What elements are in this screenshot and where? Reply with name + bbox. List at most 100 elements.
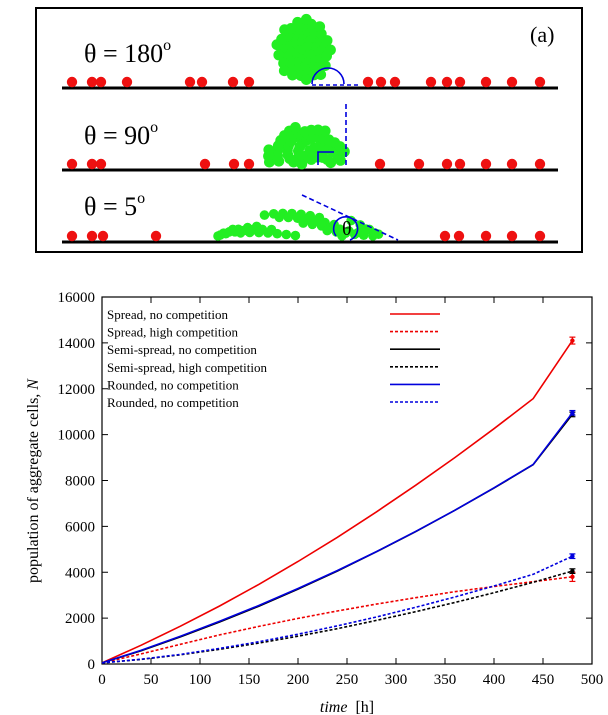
substrate-cell (66, 76, 78, 88)
substrate-cell (95, 158, 107, 170)
x-axis-label: time [h] (320, 699, 374, 715)
substrate-cell (534, 230, 546, 242)
x-tick-label: 0 (98, 672, 106, 688)
substrate-cell (243, 76, 255, 88)
theta-label-degree: o (137, 190, 145, 207)
aggregate-cell (244, 227, 255, 238)
substrate-cell (243, 158, 255, 170)
legend-label: Semi-spread, high competition (107, 360, 267, 375)
aggregate-cell (290, 122, 301, 133)
aggregate-cell (300, 13, 312, 25)
substrate-cell (506, 158, 518, 170)
theta-label-3: θ = 5o (84, 190, 145, 221)
substrate-cell (534, 158, 546, 170)
legend-label: Rounded, no competition (107, 377, 239, 392)
substrate-cell (480, 76, 492, 88)
theta-label-2: θ = 90o (84, 119, 158, 150)
aggregate-cell (337, 231, 347, 241)
substrate-cell (362, 76, 374, 88)
substrate-cell (425, 76, 437, 88)
endpoint-marker (570, 338, 575, 343)
chart-aggregate-population: 0 50 100 150 200 250 300 350 400 450 500 0 2000 4000 6… (25, 290, 603, 715)
theta-label-text: θ = 180 (84, 39, 163, 68)
legend-label: Semi-spread, no competition (107, 342, 257, 357)
y-tick-label: 14000 (58, 336, 96, 352)
angle-theta-symbol: θ (342, 218, 352, 240)
substrate-cell (441, 158, 453, 170)
legend-label: Spread, high competition (107, 325, 239, 340)
substrate-cell (454, 76, 466, 88)
aggregate-cell (300, 74, 312, 85)
y-tick-label: 10000 (58, 428, 96, 444)
series-line-3 (101, 413, 574, 664)
substrate-cell (86, 230, 98, 242)
y-tick-label: 8000 (65, 474, 95, 490)
aggregate-cell (298, 218, 309, 228)
series-line-4 (101, 570, 573, 664)
y-tick-label: 0 (88, 657, 96, 673)
substrate-cell (228, 158, 240, 170)
aggregate-cell (346, 215, 356, 226)
substrate-cell (66, 158, 78, 170)
aggregate-cell (272, 228, 283, 239)
aggregate-cell (221, 228, 231, 239)
theta-label-text: θ = 5 (84, 192, 137, 221)
y-tick-label: 2000 (65, 611, 95, 627)
x-tick-label: 250 (336, 672, 359, 688)
x-tick-label: 200 (287, 672, 310, 688)
x-tick-label: 450 (532, 672, 555, 688)
aggregate-cell (290, 230, 301, 241)
substrate-cell (375, 76, 387, 88)
aggregate-cell (273, 49, 285, 61)
aggregate-cell (325, 44, 336, 56)
legend-label: Spread, no competition (107, 307, 228, 322)
aggregate-cell (281, 229, 292, 240)
aggregate-cell (279, 24, 290, 36)
aggregate-cell (339, 146, 350, 157)
angle-arc-180 (311, 67, 345, 85)
x-tick-label: 500 (581, 672, 604, 688)
substrate-cell (121, 76, 133, 88)
aggregate-cell (263, 144, 275, 156)
x-tick-label: 100 (189, 672, 212, 688)
aggregate-cell (263, 228, 273, 238)
aggregate-cell (335, 155, 346, 166)
theta-label-degree: o (150, 119, 158, 136)
substrate-cell (506, 76, 518, 88)
substrate-cell (441, 76, 453, 88)
panel-a-frame (35, 7, 583, 253)
substrate-cell (506, 230, 518, 242)
substrate-cell (413, 158, 425, 170)
aggregate-cell (287, 69, 298, 81)
x-axis-label-name: time (320, 699, 348, 715)
substrate-cell (86, 76, 98, 88)
aggregate-cell (283, 212, 294, 223)
substrate-cell (95, 76, 107, 88)
y-tick-label: 4000 (65, 565, 95, 581)
y-axis-label-symbol: N (25, 378, 42, 391)
x-tick-label: 300 (385, 672, 408, 688)
series-line-5 (101, 412, 574, 664)
theta-label-text: θ = 90 (84, 121, 150, 150)
series-line-6 (101, 555, 573, 664)
substrate-cell (196, 76, 208, 88)
substrate-cell (480, 158, 492, 170)
x-axis-label-unit: [h] (355, 699, 374, 715)
substrate-cell (389, 76, 401, 88)
aggregate-cell (321, 35, 333, 46)
legend-label: Rounded, no competition (107, 395, 239, 410)
aggregate-cell (319, 125, 331, 137)
y-tick-label: 12000 (58, 382, 96, 398)
aggregate-cell (274, 212, 285, 223)
endpoint-marker (570, 553, 575, 559)
aggregate-cell (278, 65, 290, 77)
theta-label-degree: o (163, 37, 171, 54)
aggregate-cell (325, 157, 337, 169)
angle-mark-90 (317, 151, 334, 165)
series-line-1 (101, 340, 574, 664)
substrate-cell (227, 76, 239, 88)
aggregate-cell (314, 21, 326, 32)
theta-label-1: θ = 180o (84, 37, 171, 68)
